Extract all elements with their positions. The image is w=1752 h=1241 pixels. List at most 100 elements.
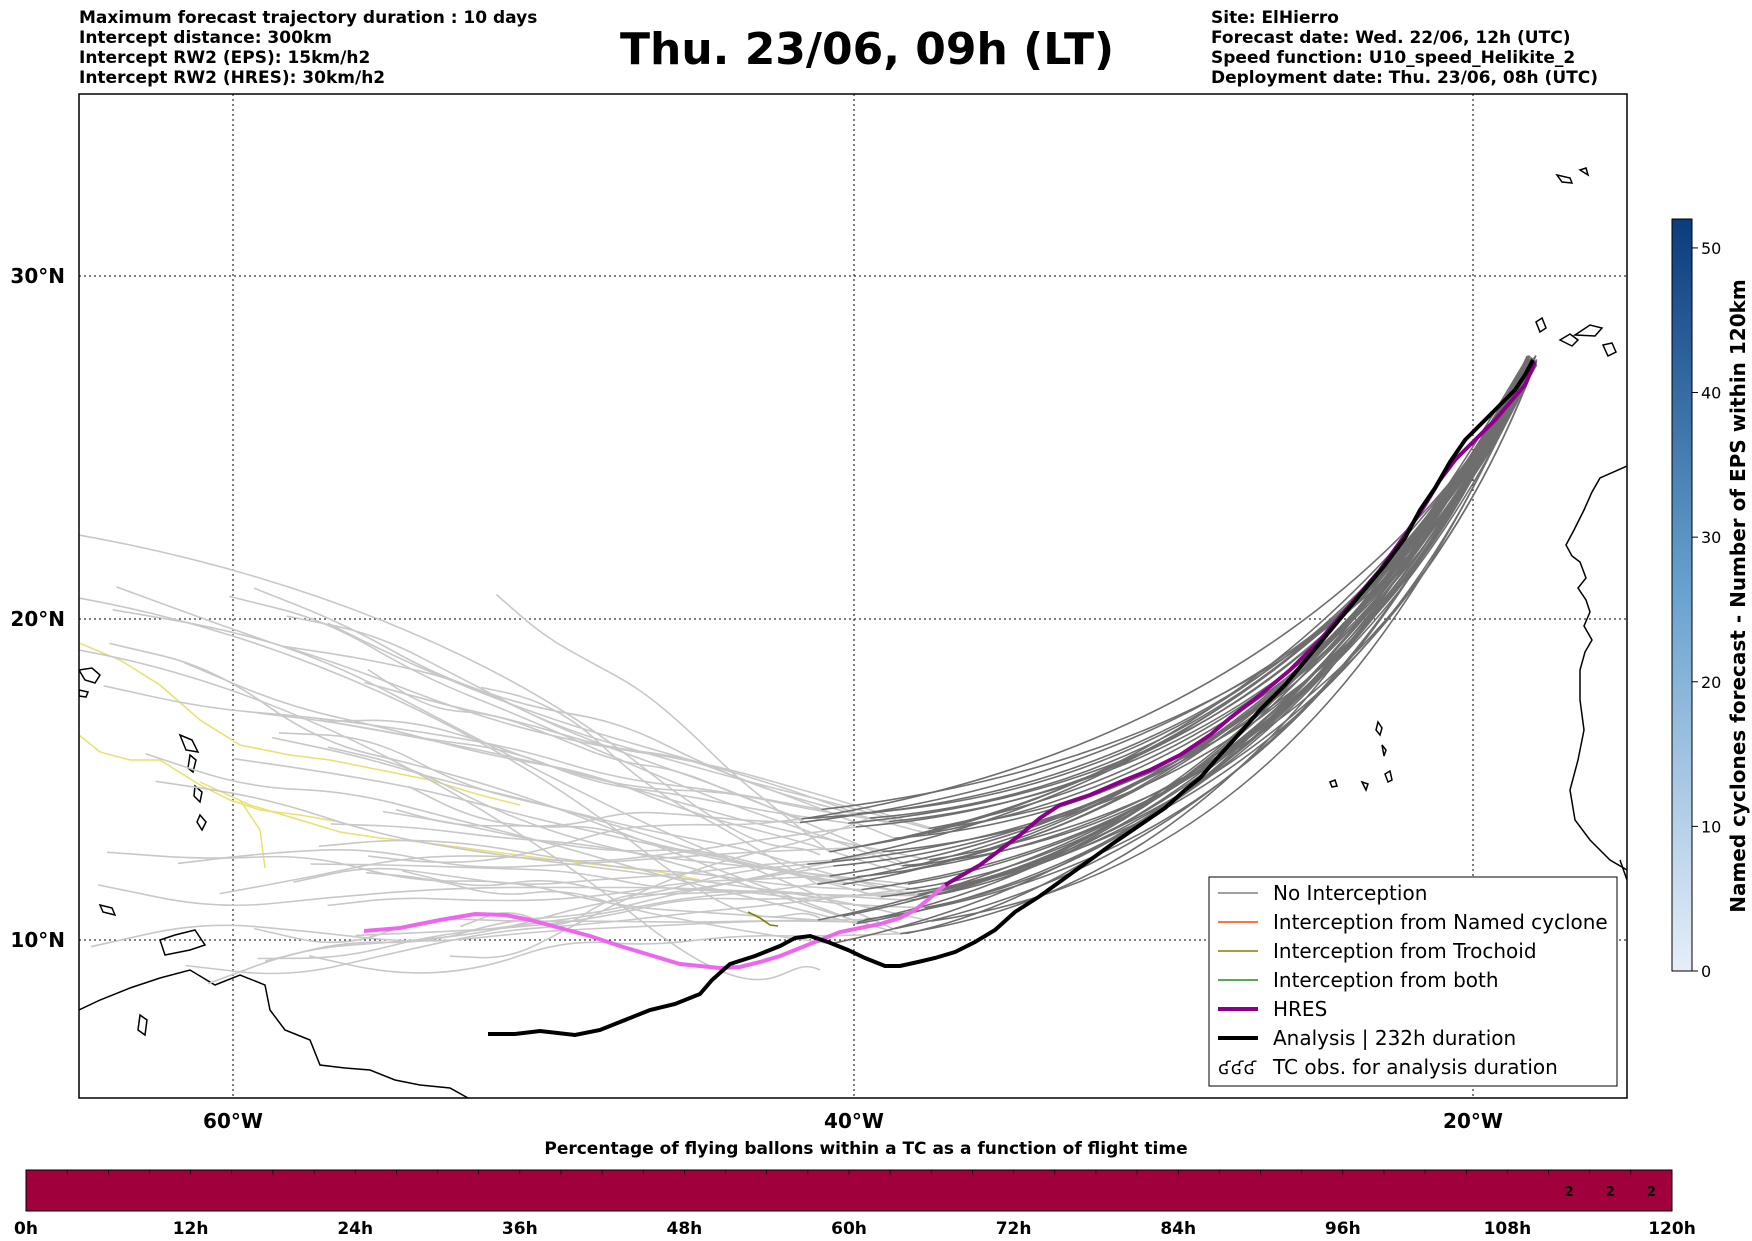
colorbar: 0 10 20 30 40 50 Named cyclones forecast - Nu… (1671, 218, 1750, 981)
eps-trajectory-early (253, 587, 895, 840)
legend-item: Interception from both (1218, 968, 1499, 992)
timeline-cell-value: 2 (1647, 1185, 1656, 1200)
lon-label: 40°W (824, 1109, 884, 1133)
colorbar-tick-label: 20 (1701, 673, 1721, 692)
eps-trajectory-early (495, 593, 830, 853)
analysis-track (488, 359, 1535, 1038)
lat-label: 30°N (10, 264, 65, 288)
header-right-line: Site: ElHierro (1211, 8, 1339, 28)
eps-trajectory (830, 361, 1529, 945)
timeline-bar-fill (25, 1169, 1673, 1212)
header-left-line: Intercept RW2 (EPS): 15km/h2 (79, 48, 371, 68)
timeline-tick-label: 96h (1325, 1219, 1361, 1239)
eps-trajectory (930, 363, 1535, 922)
eps-trajectory-early (331, 823, 909, 885)
legend-label: Analysis | 232h duration (1273, 1026, 1516, 1050)
eps-trajectory-early (90, 918, 865, 948)
eps-trajectory-early (319, 719, 930, 861)
map-frame (78, 93, 1628, 1099)
lon-label: 20°W (1443, 1109, 1503, 1133)
eps-trajectory-early (278, 732, 923, 899)
legend-item: HRES (1218, 997, 1327, 1021)
hres-track-early (363, 883, 947, 971)
header-right-line: Speed function: U10_speed_Helikite_2 (1211, 48, 1576, 68)
legend-label: Interception from Named cyclone (1273, 910, 1608, 934)
legend-label: Interception from both (1273, 968, 1499, 992)
eps-trajectory-early (365, 871, 831, 945)
eps-trajectory-early (79, 597, 821, 919)
eps-trajectory-early (327, 622, 858, 815)
eps-trajectory-early (281, 645, 929, 830)
eps-trajectory-early (355, 889, 936, 937)
header-left-info: Maximum forecast trajectory duration : 1… (79, 8, 537, 88)
eps-trajectory-early (325, 719, 889, 823)
legend-box (1208, 876, 1618, 1087)
timeline-tick-label: 84h (1160, 1219, 1196, 1239)
eps-trajectory-early (229, 595, 903, 867)
legend-label: HRES (1273, 997, 1327, 1021)
page-title: Thu. 23/06, 09h (LT) (620, 24, 1115, 75)
eps-trajectory-early (185, 888, 906, 975)
legend-item: ʛʛʛ TC obs. for analysis duration (1218, 1055, 1558, 1079)
trochoid-interception-track (747, 911, 779, 927)
header-right-info: Site: ElHierro Forecast date: Wed. 22/06… (1211, 8, 1598, 88)
eps-trajectory-early (402, 870, 911, 902)
eps-trajectory-early (103, 685, 822, 811)
eps-trajectory (857, 358, 1528, 923)
colorbar-tick-label: 30 (1701, 528, 1721, 547)
colorbar-tick-label: 50 (1701, 239, 1721, 258)
lat-label: 10°N (10, 928, 65, 952)
legend-label: TC obs. for analysis duration (1272, 1055, 1558, 1079)
colorbar-tick-label: 10 (1701, 817, 1721, 836)
map-content (79, 94, 1627, 1098)
eps-trajectory-early (155, 780, 932, 922)
legend: No Interception Interception from Named c… (1208, 876, 1618, 1087)
eps-trajectory-early (145, 752, 857, 925)
timeline-tick-label: 12h (173, 1219, 209, 1239)
tc-obs-symbol: ʛʛʛ (1218, 1058, 1257, 1079)
colorbar-label: Named cyclones forecast - Number of EPS … (1726, 279, 1750, 913)
colorbar-tick-label: 0 (1701, 962, 1711, 981)
lon-label: 60°W (203, 1109, 263, 1133)
legend-item: No Interception (1218, 881, 1427, 905)
eps-trajectory (856, 360, 1537, 925)
eps-trajectory-early (310, 863, 925, 909)
eps-trajectory-early (293, 859, 832, 885)
timeline-tick-label: 0h (14, 1219, 38, 1239)
eps-trajectory-early (219, 826, 856, 895)
eps-trajectory-early (408, 785, 843, 886)
eps-trajectory-early (286, 615, 913, 868)
header-left-line: Maximum forecast trajectory duration : 1… (79, 8, 538, 28)
header-left-line: Intercept RW2 (HRES): 30km/h2 (79, 68, 386, 88)
colorbar-scale (1671, 218, 1693, 972)
eps-trajectory (906, 361, 1538, 935)
legend-label: Interception from Trochoid (1273, 939, 1537, 963)
coastlines (79, 167, 1627, 1098)
eps-trajectory-early (449, 817, 870, 959)
timeline-cell-value: 2 (1565, 1185, 1574, 1200)
timeline-tick-label: 24h (337, 1219, 373, 1239)
eps-trajectory-early (79, 649, 821, 981)
header-left-line: Intercept distance: 300km (79, 28, 332, 48)
timeline-bar: Percentage of flying ballons within a TC… (14, 1139, 1696, 1239)
eps-trajectory-early (480, 686, 818, 885)
eps-trajectory-early (327, 875, 830, 907)
timeline-tick-label: 60h (831, 1219, 867, 1239)
legend-item: Interception from Named cyclone (1218, 910, 1608, 934)
legend-item: Interception from Trochoid (1218, 939, 1537, 963)
header-right-line: Forecast date: Wed. 22/06, 12h (UTC) (1211, 28, 1571, 48)
eps-trajectory-early (116, 586, 895, 930)
colorbar-tick-label: 40 (1701, 384, 1721, 403)
timeline-tick-label: 48h (667, 1219, 703, 1239)
hres-track (944, 361, 1537, 887)
header-right-line: Deployment date: Thu. 23/06, 08h (UTC) (1211, 68, 1598, 88)
eps-trajectory-early (79, 534, 821, 856)
eps-trajectories-early (79, 534, 936, 985)
eps-trajectory-early (109, 642, 844, 917)
eps-trajectory-early (257, 876, 858, 960)
timeline-tick-label: 108h (1484, 1219, 1532, 1239)
timeline-tick-label: 120h (1648, 1219, 1696, 1239)
timeline-title: Percentage of flying ballons within a TC… (544, 1139, 1187, 1159)
timeline-tick-label: 36h (502, 1219, 538, 1239)
